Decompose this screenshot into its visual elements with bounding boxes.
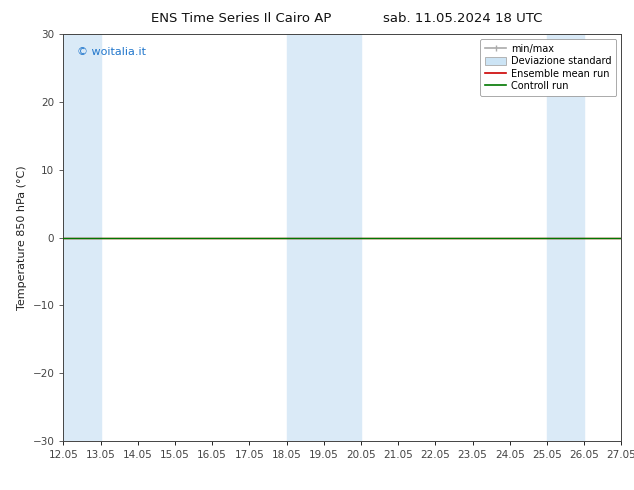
Bar [63, 34, 101, 441]
Y-axis label: Temperature 850 hPa (°C): Temperature 850 hPa (°C) [17, 165, 27, 310]
Text: sab. 11.05.2024 18 UTC: sab. 11.05.2024 18 UTC [383, 12, 543, 25]
Text: ENS Time Series Il Cairo AP: ENS Time Series Il Cairo AP [151, 12, 331, 25]
Bar [287, 34, 361, 441]
Legend: min/max, Deviazione standard, Ensemble mean run, Controll run: min/max, Deviazione standard, Ensemble m… [480, 39, 616, 96]
Bar [547, 34, 584, 441]
Text: © woitalia.it: © woitalia.it [77, 47, 146, 56]
